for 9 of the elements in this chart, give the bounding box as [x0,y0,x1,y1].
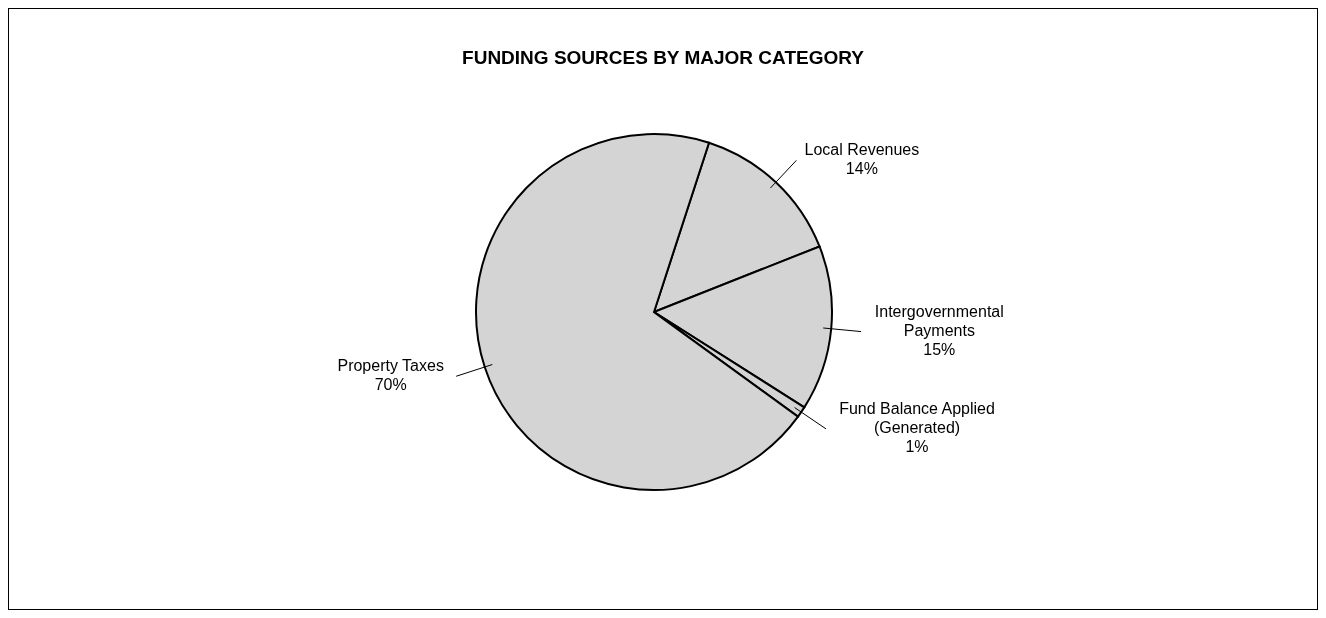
chart-title: FUNDING SOURCES BY MAJOR CATEGORY [461,47,865,69]
slice-label: Property Taxes [337,357,444,375]
data-label: 70% [374,376,407,394]
data-label: 14% [845,160,878,178]
slice-label: Intergovernmental Payments [874,303,1004,340]
data-label: 15% [923,341,956,359]
slice-label: Fund Balance Applied (Generated) [839,400,995,437]
slice-label: Local Revenues [804,141,920,159]
data-label: 1% [905,438,929,456]
